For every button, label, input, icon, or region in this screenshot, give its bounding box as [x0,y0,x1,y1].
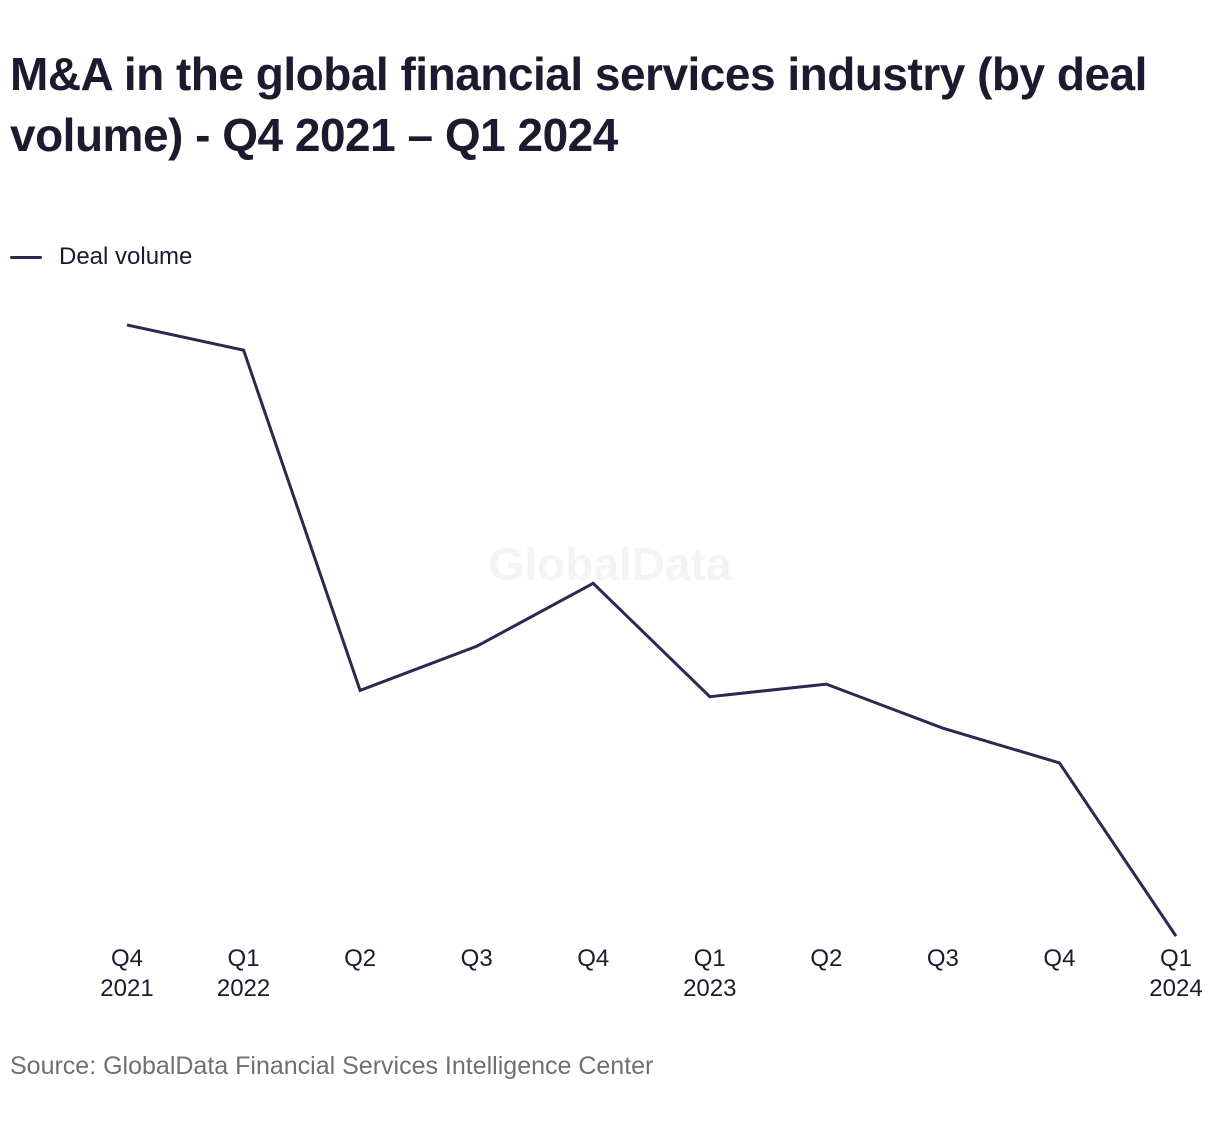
chart-title: M&A in the global financial services ind… [10,48,1147,161]
x-tick-label: Q1 2023 [683,945,736,1002]
x-tick-label: Q3 [927,945,959,972]
data-point[interactable] [1053,757,1065,769]
data-point[interactable] [704,691,716,703]
x-tick-label: Q1 2022 [217,945,270,1002]
data-point[interactable] [820,678,832,690]
source-note: Source: GlobalData Financial Services In… [10,1052,654,1080]
x-tick-label-line: Q1 [1160,945,1192,972]
data-point[interactable] [587,577,599,589]
data-point[interactable] [238,344,250,356]
x-tick-label: Q2 [344,945,376,972]
x-tick-label-line: Q4 [111,945,143,972]
series-line-deal-volume [126,323,1178,937]
data-point[interactable] [121,319,133,331]
x-tick-label-line: Q3 [461,945,493,972]
data-point[interactable] [471,640,483,652]
x-tick-label: Q3 [461,945,493,972]
watermark-text: GlobalData [489,538,732,590]
x-tick-label-line: Q1 [228,945,260,972]
x-tick-label: Q4 2021 [100,945,153,1002]
legend-label-deal-volume: Deal volume [59,243,193,270]
x-tick-label-line: 2023 [683,975,736,1002]
x-tick-label: Q2 [810,945,842,972]
x-tick-label: Q4 [577,945,609,972]
legend-swatch-deal-volume [10,255,42,259]
x-tick-label-line: Q2 [344,945,376,972]
data-point[interactable] [354,684,366,696]
legend: Deal volume [10,242,192,272]
x-tick-label-line: Q1 [694,945,726,972]
series-layer [121,319,1182,942]
x-tick-label-line: 2024 [1149,975,1202,1002]
x-tick-label-line: Q4 [577,945,609,972]
x-axis-ticks: Q4 2021 Q1 2022 Q2 Q3 Q4 Q1 2023 Q2 Q3 Q4 Q1 2024 [100,945,1202,1002]
data-point[interactable] [1170,930,1182,942]
x-tick-label-line: 2022 [217,975,270,1002]
x-tick-label-line: Q2 [810,945,842,972]
x-tick-label-line: Q4 [1043,945,1075,972]
x-tick-label: Q4 [1043,945,1075,972]
x-tick-label: Q1 2024 [1149,945,1202,1002]
x-tick-label-line: 2021 [100,975,153,1002]
x-tick-label-line: Q3 [927,945,959,972]
data-point[interactable] [937,722,949,734]
